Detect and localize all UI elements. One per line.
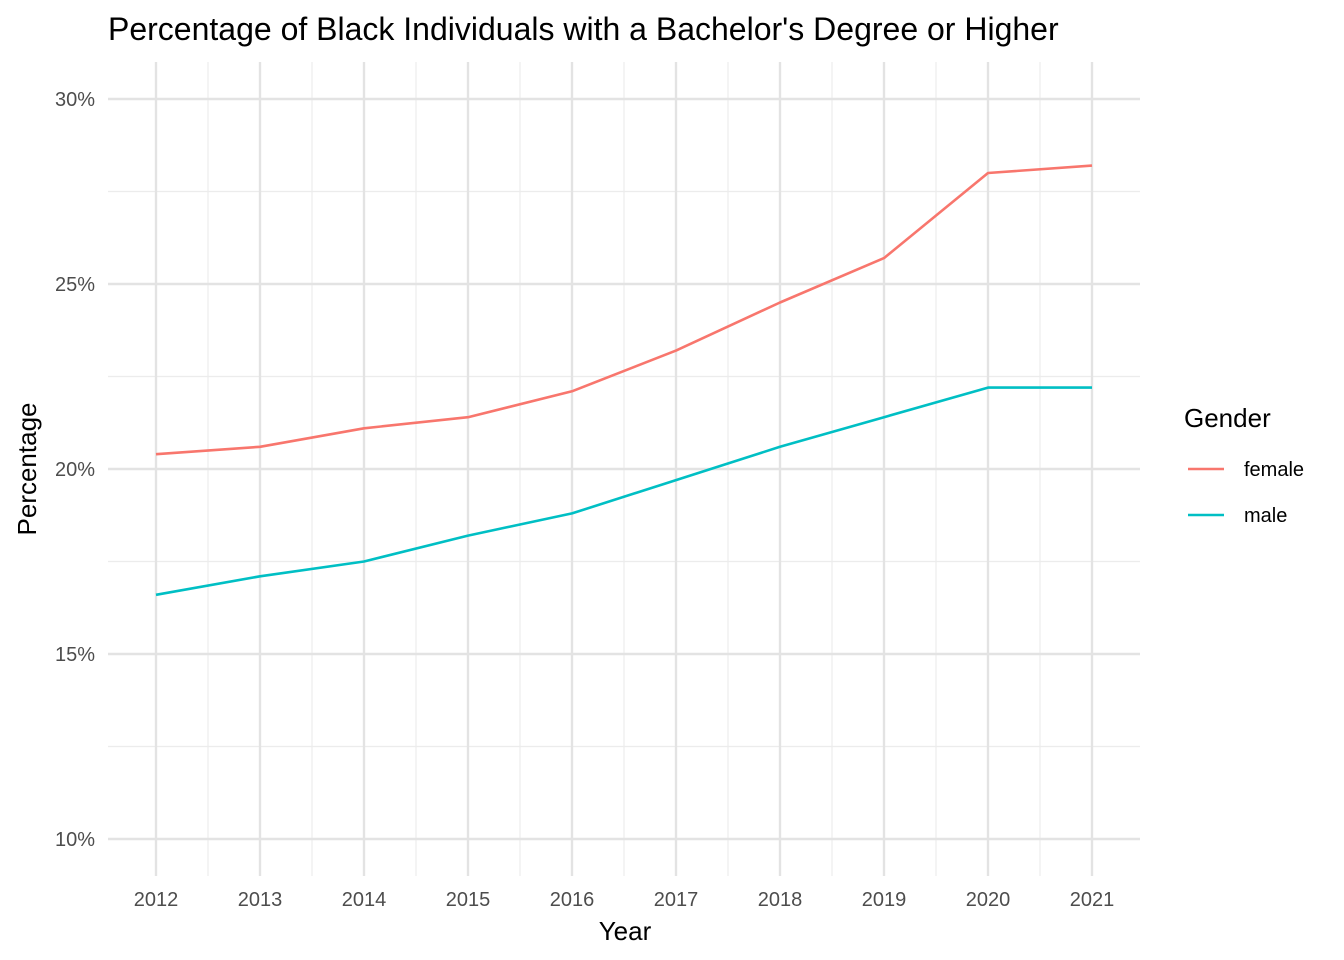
x-tick-label: 2018 bbox=[758, 889, 803, 911]
y-tick-label: 30% bbox=[55, 89, 95, 111]
y-axis-ticks: 10% 15% 20% 25% 30% bbox=[55, 89, 95, 851]
legend: Gender female male bbox=[1184, 403, 1304, 527]
y-tick-label: 15% bbox=[55, 644, 95, 666]
y-tick-label: 10% bbox=[55, 829, 95, 851]
x-tick-label: 2015 bbox=[446, 889, 491, 911]
x-tick-label: 2020 bbox=[966, 889, 1011, 911]
x-tick-label: 2021 bbox=[1070, 889, 1115, 911]
y-tick-label: 20% bbox=[55, 459, 95, 481]
y-tick-label: 25% bbox=[55, 274, 95, 296]
legend-title: Gender bbox=[1184, 403, 1271, 433]
x-axis-ticks: 2012 2013 2014 2015 2016 2017 2018 2019 2020 2021 bbox=[134, 889, 1115, 911]
x-tick-label: 2019 bbox=[862, 889, 907, 911]
series-lines bbox=[155, 164, 1093, 597]
legend-label-female: female bbox=[1244, 459, 1304, 481]
x-tick-label: 2012 bbox=[134, 889, 179, 911]
y-axis-title: Percentage bbox=[12, 403, 42, 536]
grid bbox=[108, 62, 1140, 876]
series-line-male bbox=[155, 386, 1092, 597]
x-tick-label: 2016 bbox=[550, 889, 595, 911]
x-tick-label: 2017 bbox=[654, 889, 699, 911]
x-tick-label: 2013 bbox=[238, 889, 283, 911]
chart-title: Percentage of Black Individuals with a B… bbox=[108, 11, 1059, 47]
x-tick-label: 2014 bbox=[342, 889, 387, 911]
x-axis-title: Year bbox=[599, 916, 652, 946]
legend-label-male: male bbox=[1244, 505, 1287, 527]
series-line-female bbox=[155, 164, 1093, 456]
